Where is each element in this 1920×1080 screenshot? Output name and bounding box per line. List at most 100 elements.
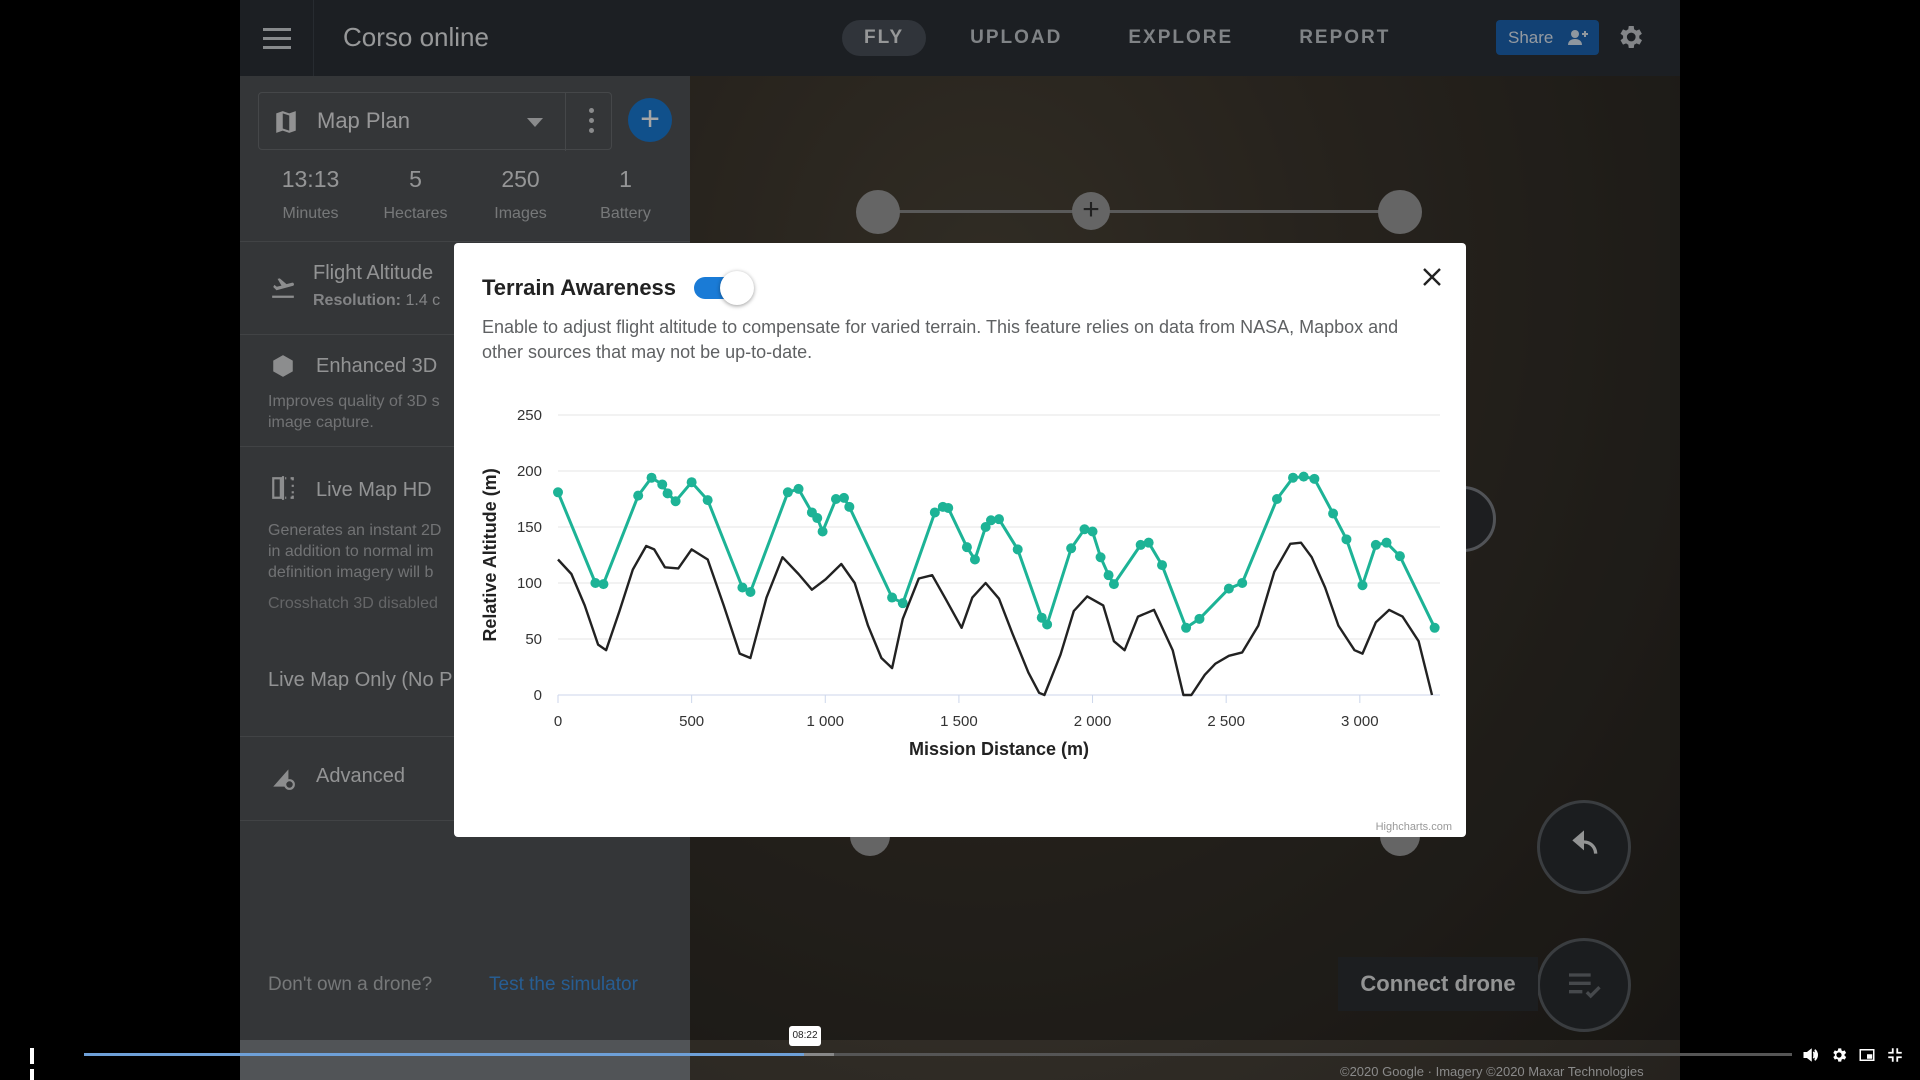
flight-point bbox=[943, 502, 954, 513]
main-nav: FLY UPLOAD EXPLORE REPORT bbox=[842, 20, 1412, 56]
flight-point bbox=[1108, 579, 1119, 590]
x-tick-label: 3 000 bbox=[1341, 713, 1379, 730]
flight-point bbox=[1309, 473, 1320, 484]
flight-point bbox=[590, 578, 601, 588]
checklist-button[interactable] bbox=[1537, 938, 1631, 1032]
flight-point bbox=[887, 592, 898, 603]
flight-point bbox=[1271, 494, 1282, 504]
checklist-icon bbox=[1569, 973, 1601, 999]
enhanced-3d-desc: Improves quality of 3D s bbox=[268, 393, 440, 410]
terrain-awareness-toggle[interactable] bbox=[694, 271, 754, 305]
tab-upload[interactable]: UPLOAD bbox=[970, 27, 1063, 48]
flight-point bbox=[1394, 551, 1405, 562]
flight-point bbox=[1036, 612, 1047, 623]
flight-point bbox=[929, 507, 940, 518]
x-tick-label: 2 000 bbox=[1074, 713, 1112, 730]
undo-icon bbox=[1572, 830, 1598, 854]
plan-stats: 13:13 Minutes 5 Hectares 250 Images 1 Batter… bbox=[258, 166, 678, 223]
add-plan-button[interactable]: + bbox=[628, 98, 672, 142]
flight-point bbox=[1237, 578, 1248, 588]
flight-altitude-title: Flight Altitude bbox=[313, 262, 434, 284]
close-icon[interactable] bbox=[1420, 265, 1444, 289]
progress-fill bbox=[84, 1053, 804, 1056]
flight-point bbox=[782, 487, 793, 498]
y-tick-label: 50 bbox=[525, 631, 542, 648]
chevron-down-icon[interactable] bbox=[527, 118, 543, 127]
x-tick-label: 1 000 bbox=[806, 713, 844, 730]
stat-battery: 1 Battery bbox=[600, 166, 651, 222]
pause-icon[interactable] bbox=[30, 1048, 42, 1080]
flight-point bbox=[1223, 583, 1234, 594]
resolution-text: Resolution: 1.4 c bbox=[313, 292, 441, 309]
flight-point bbox=[1066, 543, 1077, 554]
terrain-awareness-dialog: Terrain Awareness Enable to adjust fligh… bbox=[454, 243, 1466, 837]
altitude-chart: 0 50 100 150 200 250 0 500 1 000 1 500 2 000 2 500 3… bbox=[480, 407, 1440, 759]
video-progress-bar[interactable] bbox=[84, 1053, 1792, 1056]
y-axis-label: Relative Altitude (m) bbox=[480, 468, 500, 641]
flight-point bbox=[985, 515, 996, 526]
flight-point bbox=[1194, 613, 1205, 624]
flight-point bbox=[598, 579, 609, 590]
volume-icon[interactable] bbox=[1802, 1046, 1820, 1064]
flight-point bbox=[646, 472, 657, 483]
flight-point bbox=[662, 488, 673, 499]
enhanced-3d-desc: image capture. bbox=[268, 414, 374, 431]
hamburger-menu-icon[interactable] bbox=[240, 0, 314, 76]
flight-altitude-section[interactable]: Flight Altitude Resolution: 1.4 c bbox=[240, 241, 690, 334]
x-tick-label: 1 500 bbox=[940, 713, 978, 730]
flight-point bbox=[1157, 560, 1168, 571]
stat-minutes: 13:13 Minutes bbox=[281, 166, 340, 222]
picture-in-picture-icon[interactable] bbox=[1858, 1046, 1876, 1064]
gear-icon[interactable] bbox=[1615, 22, 1645, 52]
flight-point bbox=[745, 586, 756, 597]
share-button[interactable]: Share bbox=[1496, 20, 1599, 55]
flight-point bbox=[793, 483, 804, 494]
flight-point bbox=[1079, 524, 1090, 535]
gear-icon[interactable] bbox=[1830, 1046, 1848, 1064]
crosshatch-note: Crosshatch 3D disabled bbox=[268, 595, 438, 612]
flight-point bbox=[1288, 472, 1298, 483]
dialog-title: Terrain Awareness bbox=[482, 275, 677, 300]
live-map-only-title[interactable]: Live Map Only (No P bbox=[268, 669, 453, 691]
add-waypoint-icon[interactable]: + bbox=[1072, 192, 1110, 230]
flight-point bbox=[1143, 537, 1154, 548]
tab-report[interactable]: REPORT bbox=[1299, 27, 1391, 48]
flight-point bbox=[980, 522, 991, 532]
y-tick-label: 100 bbox=[517, 575, 542, 592]
flight-point bbox=[897, 598, 908, 609]
flight-point bbox=[1095, 552, 1106, 563]
flight-point bbox=[1370, 539, 1381, 550]
plan-selector[interactable]: Map Plan bbox=[258, 92, 612, 151]
more-vertical-icon[interactable] bbox=[589, 108, 595, 136]
add-people-icon bbox=[1568, 30, 1588, 45]
share-label: Share bbox=[1508, 28, 1554, 47]
flight-point bbox=[1298, 471, 1309, 482]
waypoint-handle[interactable] bbox=[1378, 190, 1422, 234]
flight-point bbox=[1381, 537, 1392, 548]
x-tick-label: 2 500 bbox=[1207, 713, 1245, 730]
x-tick-label: 500 bbox=[679, 713, 704, 730]
connect-drone-button[interactable]: Connect drone bbox=[1338, 957, 1538, 1011]
live-map-hd-desc: Generates an instant 2D bbox=[268, 522, 442, 539]
tab-fly[interactable]: FLY bbox=[842, 20, 927, 56]
drone-question: Don't own a drone? bbox=[268, 974, 433, 995]
waypoint-handle[interactable] bbox=[856, 190, 900, 234]
time-tooltip: 08:22 bbox=[789, 1026, 821, 1046]
flight-point bbox=[670, 496, 681, 507]
flight-point bbox=[553, 487, 563, 498]
live-map-hd-desc: in addition to normal im bbox=[268, 543, 434, 560]
test-simulator-link[interactable]: Test the simulator bbox=[489, 974, 638, 995]
flight-point bbox=[1012, 544, 1023, 555]
tab-explore[interactable]: EXPLORE bbox=[1128, 27, 1234, 48]
flight-point bbox=[812, 513, 823, 524]
flight-path-line bbox=[880, 210, 1400, 213]
enhanced-3d-section[interactable]: Enhanced 3D Improves quality of 3D s ima… bbox=[240, 334, 690, 446]
flight-point bbox=[686, 477, 697, 488]
flight-point bbox=[1429, 622, 1440, 633]
exit-fullscreen-icon[interactable] bbox=[1886, 1046, 1904, 1064]
app-title: Corso online bbox=[343, 22, 489, 52]
split-view-icon bbox=[272, 476, 294, 500]
plan-name: Map Plan bbox=[317, 108, 410, 133]
undo-button[interactable] bbox=[1537, 800, 1631, 894]
x-axis-label: Mission Distance (m) bbox=[909, 739, 1089, 759]
